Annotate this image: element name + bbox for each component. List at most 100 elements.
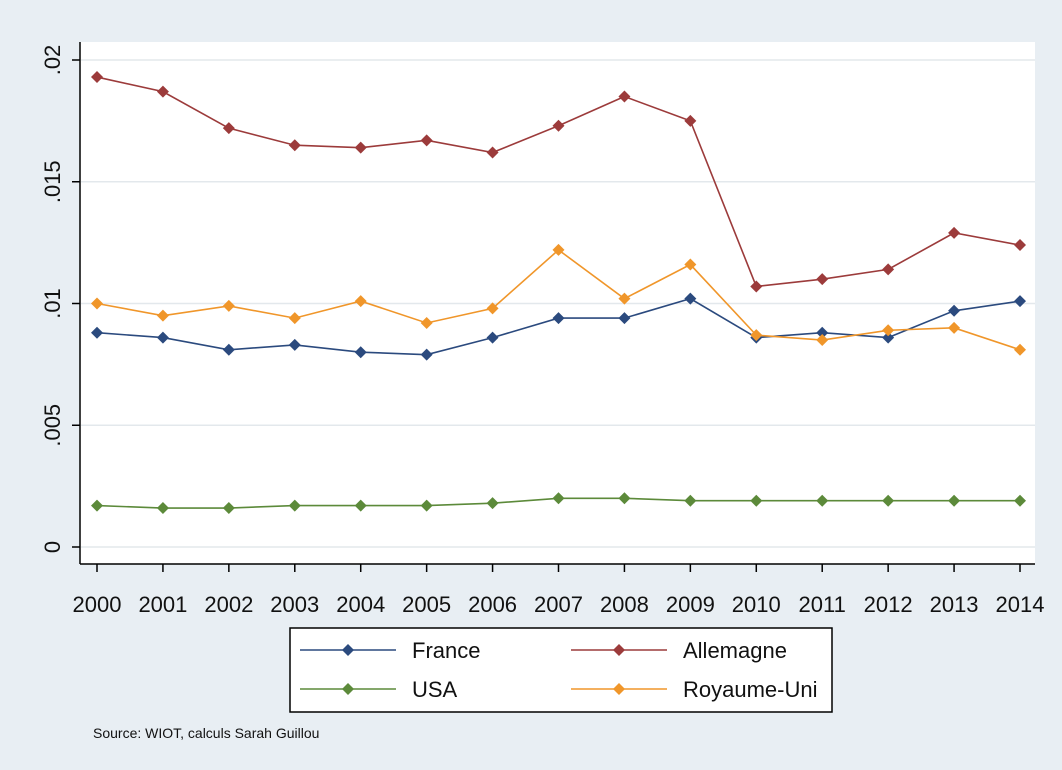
data-point [222, 299, 235, 312]
data-point [618, 312, 631, 325]
data-point [816, 494, 829, 507]
legend-label: France [412, 638, 480, 663]
data-point [882, 263, 895, 276]
data-point [618, 90, 631, 103]
y-tick-label: .005 [40, 404, 65, 447]
y-tick-label: .01 [40, 288, 65, 319]
data-point [91, 326, 103, 339]
x-tick-label: 2013 [930, 592, 979, 617]
legend-item: France [300, 638, 480, 663]
data-point [354, 295, 367, 308]
data-point [882, 494, 895, 507]
data-point [816, 273, 829, 286]
series-usa [91, 492, 1026, 515]
data-point [552, 312, 565, 325]
x-tick-label: 2012 [864, 592, 913, 617]
legend-item: Royaume-Uni [571, 677, 818, 702]
data-point [948, 304, 961, 317]
x-tick-label: 2006 [468, 592, 517, 617]
data-point [288, 139, 301, 152]
legend: France Allemagne USA Royaume-Uni [289, 627, 833, 713]
data-point [684, 292, 697, 305]
data-point [420, 499, 433, 512]
data-point [486, 146, 499, 159]
x-axis-ticks: 2000 2001 2002 2003 2004 2005 2006 2007 2008 2009… [73, 564, 1044, 617]
series-royaume-uni [91, 243, 1026, 356]
data-point [684, 258, 697, 271]
data-point [91, 499, 103, 512]
data-point [1014, 343, 1026, 356]
data-point [552, 119, 565, 132]
x-tick-label: 2001 [138, 592, 187, 617]
data-point [420, 348, 433, 361]
data-point [156, 85, 169, 98]
x-tick-label: 2002 [204, 592, 253, 617]
data-point [948, 226, 961, 239]
x-tick-label: 2007 [534, 592, 583, 617]
data-point [948, 494, 961, 507]
x-tick-label: 2008 [600, 592, 649, 617]
data-point [288, 312, 301, 325]
data-point [486, 302, 499, 315]
data-point [684, 114, 697, 127]
data-point [816, 326, 829, 339]
data-point [750, 280, 763, 293]
data-point [618, 292, 631, 305]
x-tick-label: 2011 [799, 592, 846, 617]
data-point [618, 492, 631, 505]
data-point [486, 497, 499, 510]
data-point [552, 243, 565, 256]
x-tick-label: 2010 [732, 592, 781, 617]
data-point [816, 334, 829, 347]
data-point [156, 331, 169, 344]
gridlines [81, 59, 1035, 548]
data-point [882, 324, 895, 337]
y-tick-label: .02 [40, 45, 65, 76]
x-tick-label: 2005 [402, 592, 451, 617]
legend-label: USA [412, 677, 458, 702]
data-point [552, 492, 565, 505]
data-point [354, 346, 367, 359]
y-tick-label: .015 [40, 160, 65, 203]
data-point [420, 316, 433, 329]
x-tick-label: 2003 [270, 592, 319, 617]
y-axis-ticks: 0 .005 .01 .015 .02 [40, 45, 80, 553]
data-point [222, 343, 235, 356]
legend-items: France Allemagne USA Royaume-Uni [300, 638, 818, 702]
data-point [486, 331, 499, 344]
data-point [420, 134, 433, 147]
data-point [750, 494, 763, 507]
data-point [222, 122, 235, 135]
legend-swatch-marker [342, 683, 354, 695]
series-allemagne [91, 71, 1026, 293]
legend-label: Allemagne [683, 638, 787, 663]
data-point [288, 499, 301, 512]
legend-swatch-marker [613, 683, 625, 695]
series-france [91, 292, 1026, 361]
series-layer [91, 71, 1026, 515]
data-point [156, 309, 169, 322]
source-note: Source: WIOT, calculs Sarah Guillou [93, 725, 319, 741]
x-tick-label: 2000 [73, 592, 122, 617]
x-tick-label: 2004 [336, 592, 385, 617]
data-point [91, 297, 103, 310]
data-point [948, 321, 961, 334]
legend-label: Royaume-Uni [683, 677, 818, 702]
legend-item: Allemagne [571, 638, 787, 663]
data-point [354, 141, 367, 154]
legend-box [289, 627, 833, 713]
data-point [882, 331, 895, 344]
legend-swatch-marker [613, 644, 625, 656]
data-point [684, 494, 697, 507]
data-point [1014, 239, 1026, 252]
x-tick-label: 2009 [666, 592, 715, 617]
data-point [1014, 295, 1026, 308]
y-tick-label: 0 [40, 541, 65, 553]
data-point [354, 499, 367, 512]
legend-item: USA [300, 677, 458, 702]
data-point [91, 71, 103, 84]
data-point [156, 502, 169, 515]
data-point [750, 329, 763, 342]
